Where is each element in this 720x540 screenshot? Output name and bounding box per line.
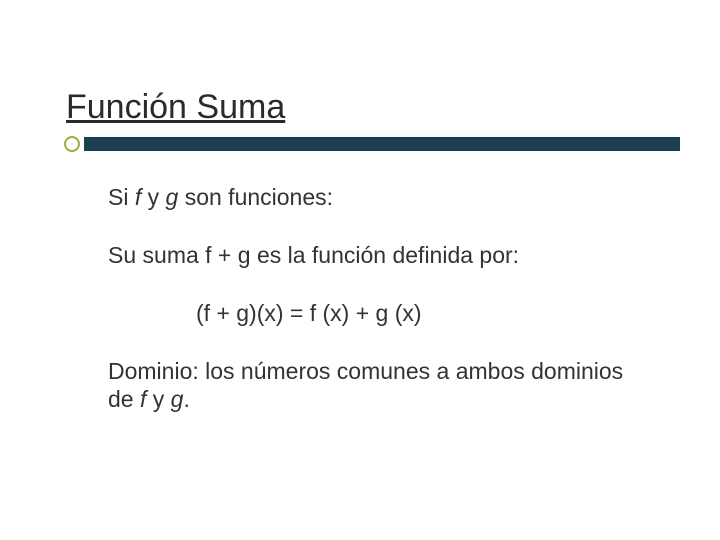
text: Si — [108, 184, 135, 210]
title-underline-bar — [84, 137, 680, 151]
text: son funciones: — [178, 184, 333, 210]
slide-title: Función Suma — [66, 88, 720, 127]
sum-formula: (f + g)(x) = f (x) + g (x) — [196, 299, 650, 327]
var-g: g — [171, 386, 184, 412]
domain-line: Dominio: los números comunes a ambos dom… — [108, 357, 650, 413]
definition-line-1: Si f y g son funciones: — [108, 183, 650, 211]
slide-body: Si f y g son funciones: Su suma f + g es… — [108, 183, 650, 413]
slide: Función Suma Si f y g son funciones: Su … — [0, 0, 720, 540]
definition-line-2: Su suma f + g es la función definida por… — [108, 241, 650, 269]
title-bar-wrap — [52, 131, 680, 155]
bullet-circle-icon — [64, 136, 80, 152]
text: y — [146, 386, 170, 412]
text: . — [183, 386, 189, 412]
text: y — [141, 184, 165, 210]
var-g: g — [166, 184, 179, 210]
